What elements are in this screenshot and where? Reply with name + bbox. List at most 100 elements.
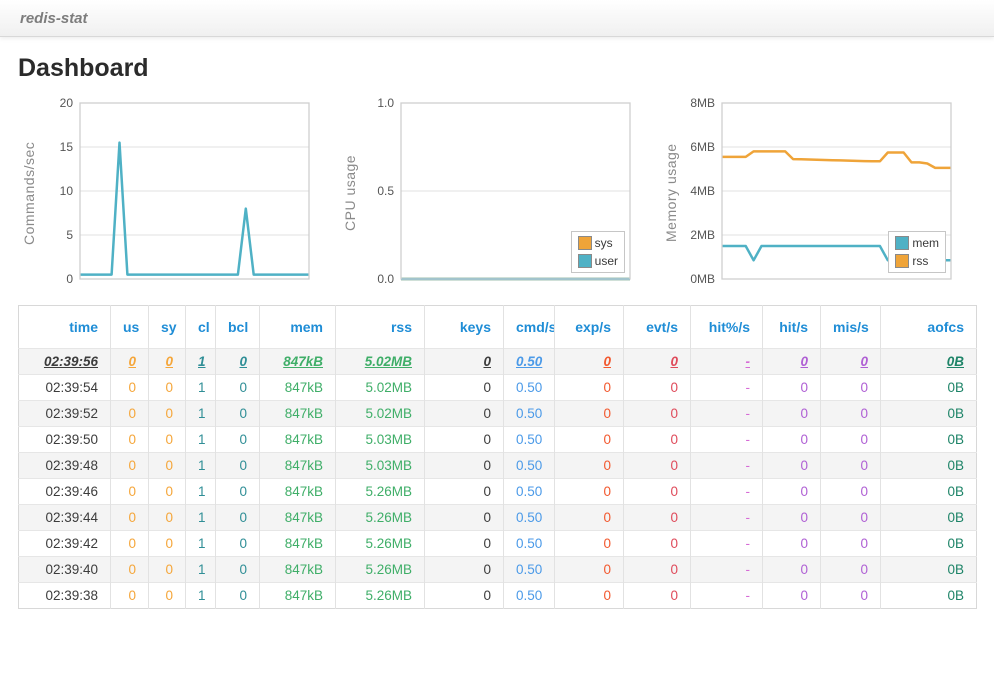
cell-exp_s: 0 (554, 452, 624, 479)
y-tick-label: 8MB (690, 97, 715, 110)
cell-time: 02:39:54 (18, 374, 111, 401)
cell-mis_s: 0 (820, 582, 881, 609)
cell-cl: 1 (185, 556, 216, 583)
cell-time: 02:39:50 (18, 426, 111, 453)
cell-us: 0 (110, 582, 149, 609)
table-row: 02:39:44 0 0 1 0 847kB 5.26MB 0 0.50 0 0-0 0 0B (18, 504, 977, 531)
cell-cmd_s: 0.50 (503, 556, 555, 583)
cell-mem: 847kB (259, 478, 336, 505)
cell-cl: 1 (185, 504, 216, 531)
stats-table: time us sy cl bcl mem rss keys cmd/s exp/s evt/s hi… (18, 305, 977, 609)
cell-hit_s: 0 (762, 530, 821, 557)
table-row: 02:39:50 0 0 1 0 847kB 5.03MB 0 0.50 0 0-0 0 0B (18, 426, 977, 453)
cell-time: 02:39:38 (18, 582, 111, 609)
col-header-cl: cl (185, 305, 216, 349)
cell-sy: 0 (148, 452, 186, 479)
cell-cl: 1 (185, 400, 216, 427)
cell-hit_s: 0 (762, 504, 821, 531)
col-header-mis_s: mis/s (820, 305, 881, 349)
chart-ylabel: CPU usage (342, 154, 358, 232)
cell-bcl: 0 (215, 478, 260, 505)
cell-mis_s: 0 (820, 426, 881, 453)
table-row: 02:39:42 0 0 1 0 847kB 5.26MB 0 0.50 0 0-0 0 0B (18, 530, 977, 557)
cell-aofcs: 0B (880, 374, 977, 401)
cell-mis_s: 0 (820, 348, 881, 375)
col-header-sy: sy (148, 305, 186, 349)
y-tick-label: 5 (66, 228, 73, 242)
y-tick-label: 0 (66, 272, 73, 286)
legend-label: sys (594, 236, 613, 250)
cell-mem: 847kB (259, 504, 336, 531)
cell-mem: 847kB (259, 556, 336, 583)
chart-plot: 0.0 0.5 1.0 (377, 97, 631, 286)
col-header-exp_s: exp/s (554, 305, 624, 349)
cell-bcl: 0 (215, 348, 260, 375)
chart-ylabel: Commands/sec (21, 141, 37, 245)
cell-mis_s: 0 (820, 374, 881, 401)
cell-exp_s: 0 (554, 426, 624, 453)
cell-aofcs: 0B (880, 530, 977, 557)
cell-hitpct_s: - (690, 530, 763, 557)
y-tick-label: 10 (60, 184, 74, 198)
cell-mis_s: 0 (820, 556, 881, 583)
chart-legend: sys user (570, 231, 625, 273)
table-row: 02:39:40 0 0 1 0 847kB 5.26MB 0 0.50 0 0-0 0 0B (18, 556, 977, 583)
cell-hitpct_s: - (690, 504, 763, 531)
cell-us: 0 (110, 400, 149, 427)
col-header-rss: rss (335, 305, 425, 349)
cell-keys: 0 (424, 504, 504, 531)
col-header-bcl: bcl (215, 305, 260, 349)
table-row-live: 02:39:56 0 0 1 0 847kB 5.02MB 0 0.50 0 0-0 0 0B (18, 348, 977, 375)
cell-time: 02:39:42 (18, 530, 111, 557)
legend-swatch-icon (577, 236, 592, 250)
cell-bcl: 0 (215, 400, 260, 427)
table-header-row: time us sy cl bcl mem rss keys cmd/s exp/s evt/s hi… (18, 305, 977, 349)
cell-rss: 5.26MB (335, 556, 425, 583)
cell-us: 0 (110, 530, 149, 557)
cell-bcl: 0 (215, 556, 260, 583)
cell-cmd_s: 0.50 (503, 478, 555, 505)
cell-sy: 0 (148, 504, 186, 531)
cell-mem: 847kB (259, 452, 336, 479)
chart-plot: 0 5 10 15 20 (60, 97, 310, 286)
cell-evt_s: 0 (623, 374, 691, 401)
cell-keys: 0 (424, 452, 504, 479)
cell-cl: 1 (185, 582, 216, 609)
cell-hitpct_s: - (690, 556, 763, 583)
legend-label: mem (912, 236, 939, 250)
cell-hitpct_s: - (690, 400, 763, 427)
cell-us: 0 (110, 348, 149, 375)
series-line-cmd (80, 141, 309, 276)
cell-mis_s: 0 (820, 478, 881, 505)
cell-sy: 0 (148, 556, 186, 583)
cell-evt_s: 0 (623, 348, 691, 375)
cell-sy: 0 (148, 374, 186, 401)
cell-time: 02:39:48 (18, 452, 111, 479)
legend-item-rss: rss (895, 254, 939, 268)
cell-evt_s: 0 (623, 582, 691, 609)
cell-rss: 5.26MB (335, 478, 425, 505)
cell-evt_s: 0 (623, 556, 691, 583)
cell-keys: 0 (424, 426, 504, 453)
cell-time: 02:39:44 (18, 504, 111, 531)
cell-exp_s: 0 (554, 556, 624, 583)
cell-sy: 0 (148, 582, 186, 609)
cell-sy: 0 (148, 530, 186, 557)
cell-keys: 0 (424, 478, 504, 505)
cell-us: 0 (110, 452, 149, 479)
cell-keys: 0 (424, 582, 504, 609)
cell-rss: 5.02MB (335, 374, 425, 401)
cell-exp_s: 0 (554, 400, 624, 427)
cell-evt_s: 0 (623, 426, 691, 453)
chart-plot: 0MB 2MB 4MB 6MB 8MB (690, 97, 952, 286)
cell-evt_s: 0 (623, 530, 691, 557)
cell-cl: 1 (185, 426, 216, 453)
cell-aofcs: 0B (880, 556, 977, 583)
cell-exp_s: 0 (554, 504, 624, 531)
col-header-us: us (110, 305, 149, 349)
cell-hitpct_s: - (690, 426, 763, 453)
cell-us: 0 (110, 374, 149, 401)
cell-hit_s: 0 (762, 478, 821, 505)
table-body: 02:39:56 0 0 1 0 847kB 5.02MB 0 0.50 0 0-0 0 0B 02:39… (18, 348, 977, 609)
app-brand-link[interactable]: redis-stat (20, 9, 88, 27)
